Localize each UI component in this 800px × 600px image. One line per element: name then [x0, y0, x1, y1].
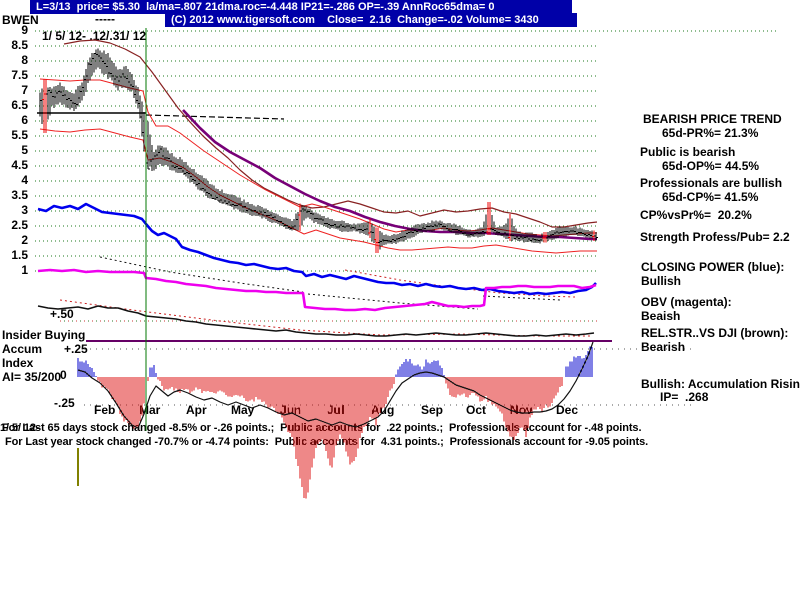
header-copyright-text: (C) 2012 www.tigersoft.com Close= 2.16 C…: [171, 14, 539, 26]
month-label-jul: Jul: [327, 403, 345, 417]
price-tick-label: 9: [21, 23, 28, 37]
month-label-dec: Dec: [556, 403, 579, 417]
cp-value: 65d-CP%= 41.5%: [662, 190, 759, 204]
pr-value: 65d-PR%= 21.3%: [662, 126, 759, 140]
price-tick-label: 6.5: [11, 98, 28, 112]
cpvspr-value: CP%vsPr%= 20.2%: [640, 208, 752, 222]
accum-note: Bullish: Accumulation Rising: [641, 377, 800, 391]
index-label: Index: [2, 356, 34, 370]
relstr-state: Bearish: [641, 340, 686, 354]
date-range-label: 1/ 5/ 12- .12/.31/ 12: [42, 29, 147, 43]
prof-state: Professionals are bullish: [640, 176, 783, 190]
zero-label: 0: [60, 368, 67, 382]
month-label-oct: Oct: [466, 403, 487, 417]
price-tick-label: 1.5: [11, 248, 28, 262]
footer-line2-text: For Last year stock changed -70.7% or -4…: [2, 436, 649, 448]
header-copyright-bar: (C) 2012 www.tigersoft.com Close= 2.16 C…: [165, 13, 577, 27]
price-tick-label: 4: [21, 173, 28, 187]
footer-line1-text: For Last 65 days stock changed -8.5% or …: [2, 422, 642, 434]
month-label-sep: Sep: [421, 403, 444, 417]
price-tick-label: 2.5: [11, 218, 28, 232]
price-tick-label: 7: [21, 83, 28, 97]
plus50-label: +.50: [50, 307, 74, 321]
footer-line2: For Last year stock changed -70.7% or -4…: [0, 436, 648, 475]
accum-label: Accum: [2, 342, 43, 356]
public-state: Public is bearish: [640, 145, 736, 159]
price-tick-label: 8.5: [11, 38, 28, 52]
month-label-may: May: [231, 403, 255, 417]
relstr-title: REL.STR..VS DJI (brown):: [641, 326, 789, 340]
op-value: 65d-OP%= 44.5%: [662, 159, 760, 173]
footer-line1-overlap-text: 1/ 5/ 12-: [0, 422, 40, 434]
closing-power-title: CLOSING POWER (blue):: [641, 260, 785, 274]
plus25-label: +.25: [64, 342, 88, 356]
price-tick-label: 3.5: [11, 188, 28, 202]
ticker-dashes: -----: [95, 12, 115, 26]
ai-ratio-label: AI= 35/200: [2, 370, 62, 384]
ip-value: IP= .268: [660, 390, 709, 404]
price-tick-label: 3: [21, 203, 28, 217]
minus25-label: -.25: [54, 396, 75, 410]
obv-title: OBV (magenta):: [641, 295, 732, 309]
closing-power-state: Bullish: [641, 274, 682, 288]
price-tick-label: 8: [21, 53, 28, 67]
month-label-apr: Apr: [186, 403, 207, 417]
ticker-symbol: BWEN: [2, 13, 39, 27]
price-tick-label: 5.5: [11, 128, 28, 142]
price-tick-label: 4.5: [11, 158, 28, 172]
strength-value: Strength Profess/Pub= 2.2: [640, 230, 790, 244]
price-tick-label: 6: [21, 113, 28, 127]
insider-buying-label: Insider Buying: [2, 328, 86, 342]
header-stats-bar: L=3/13 price= $5.30 la/ma=.807 21dma.roc…: [30, 0, 572, 14]
month-label-feb: Feb: [94, 403, 116, 417]
trend-title: BEARISH PRICE TREND: [643, 112, 782, 126]
month-label-nov: Nov: [510, 403, 533, 417]
price-tick-label: 5: [21, 143, 28, 157]
month-label-aug: Aug: [371, 403, 395, 417]
price-tick-label: 1: [21, 263, 28, 277]
month-label-jun: Jun: [280, 403, 302, 417]
obv-state: Beaish: [641, 309, 681, 323]
month-label-mar: Mar: [139, 403, 161, 417]
header-stats-text: L=3/13 price= $5.30 la/ma=.807 21dma.roc…: [36, 1, 495, 13]
price-tick-label: 2: [21, 233, 28, 247]
price-tick-label: 7.5: [11, 68, 28, 82]
